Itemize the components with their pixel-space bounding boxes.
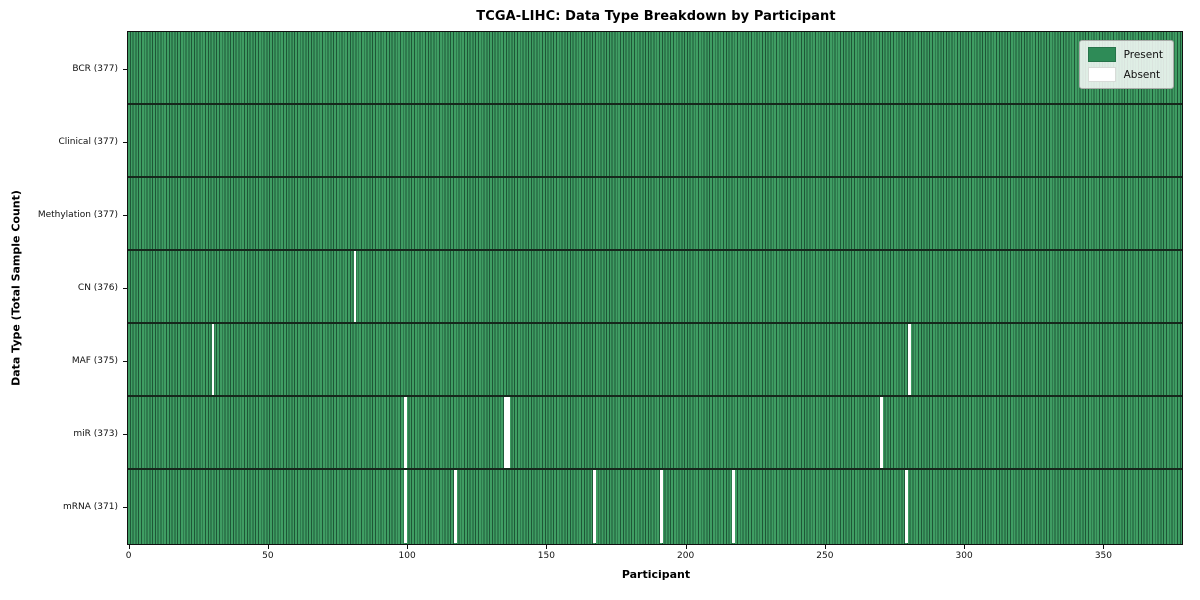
y-tick-label-maf: MAF (375)	[71, 355, 118, 366]
x-tick-mark	[964, 545, 966, 549]
y-tick-label-bcr: BCR (377)	[72, 64, 118, 75]
row-divider	[128, 467, 1182, 470]
y-axis-label: Data Type (Total Sample Count)	[9, 190, 23, 386]
x-tick-mark	[824, 545, 826, 549]
absent-marker	[403, 469, 407, 543]
heatmap-row-mrna	[128, 469, 1182, 543]
y-tick-label-mrna: mRNA (371)	[63, 501, 118, 512]
absent-marker	[880, 396, 883, 470]
legend-label-absent: Absent	[1123, 68, 1161, 81]
y-tick-mark	[123, 215, 127, 217]
y-tick-mark	[123, 288, 127, 289]
y-tick-label-methylation: Methylation (377)	[37, 210, 118, 221]
x-tick-mark	[1103, 545, 1105, 549]
y-tick-label-clinical: Clinical (377)	[58, 137, 118, 148]
absent-marker	[659, 469, 663, 543]
row-divider	[128, 102, 1182, 105]
heatmap-row-methylation	[128, 178, 1182, 251]
x-tick-label: 200	[677, 551, 695, 561]
heatmap-row-mir	[128, 396, 1182, 470]
absent-marker	[593, 469, 596, 543]
x-tick-mark	[546, 545, 548, 549]
legend-swatch-present-icon	[1087, 47, 1116, 62]
y-tick-mark	[123, 142, 127, 144]
chart-title: TCGA-LIHC: Data Type Breakdown by Partic…	[476, 9, 836, 24]
x-tick-label: 150	[537, 551, 555, 561]
absent-marker	[907, 323, 911, 397]
y-tick-mark	[123, 69, 127, 71]
absent-marker	[905, 469, 908, 543]
absent-marker	[504, 396, 507, 470]
absent-marker	[732, 469, 736, 543]
x-tick-label: 100	[398, 551, 416, 561]
legend-swatch-absent-icon	[1087, 67, 1116, 82]
legend-item-absent: Absent	[1087, 67, 1163, 82]
absent-marker	[453, 469, 457, 543]
x-tick-mark	[128, 545, 130, 549]
y-tick-mark	[123, 506, 127, 508]
heatmap-row-clinical	[128, 105, 1182, 178]
legend-label-present: Present	[1123, 48, 1163, 61]
x-tick-mark	[407, 545, 409, 549]
x-tick-label: 50	[262, 551, 274, 561]
x-tick-label: 250	[816, 551, 834, 561]
x-axis-label: Participant	[621, 568, 691, 581]
x-tick-label: 350	[1094, 551, 1112, 561]
heatmap-row-cn	[128, 250, 1182, 324]
x-tick-label: 300	[955, 551, 973, 561]
plot-area: Present Absent	[127, 31, 1183, 545]
absent-marker	[353, 250, 357, 324]
heatmap-row-bcr	[128, 32, 1182, 105]
row-divider	[128, 394, 1182, 397]
x-tick-mark	[267, 545, 269, 549]
row-divider	[128, 248, 1182, 251]
legend: Present Absent	[1078, 40, 1174, 89]
row-divider	[128, 321, 1182, 324]
row-divider	[128, 175, 1182, 178]
legend-item-present: Present	[1087, 47, 1163, 62]
y-tick-label-cn: CN (376)	[77, 283, 118, 293]
x-tick-mark	[685, 545, 687, 549]
absent-marker	[211, 323, 215, 397]
absent-marker	[403, 396, 407, 470]
x-tick-label: 0	[125, 551, 132, 561]
heatmap-rows	[128, 32, 1182, 544]
y-tick-mark	[123, 433, 127, 435]
y-tick-label-mir: miR (373)	[73, 428, 118, 439]
heatmap-row-maf	[128, 323, 1182, 397]
absent-marker	[506, 396, 510, 470]
y-tick-mark	[123, 360, 127, 362]
